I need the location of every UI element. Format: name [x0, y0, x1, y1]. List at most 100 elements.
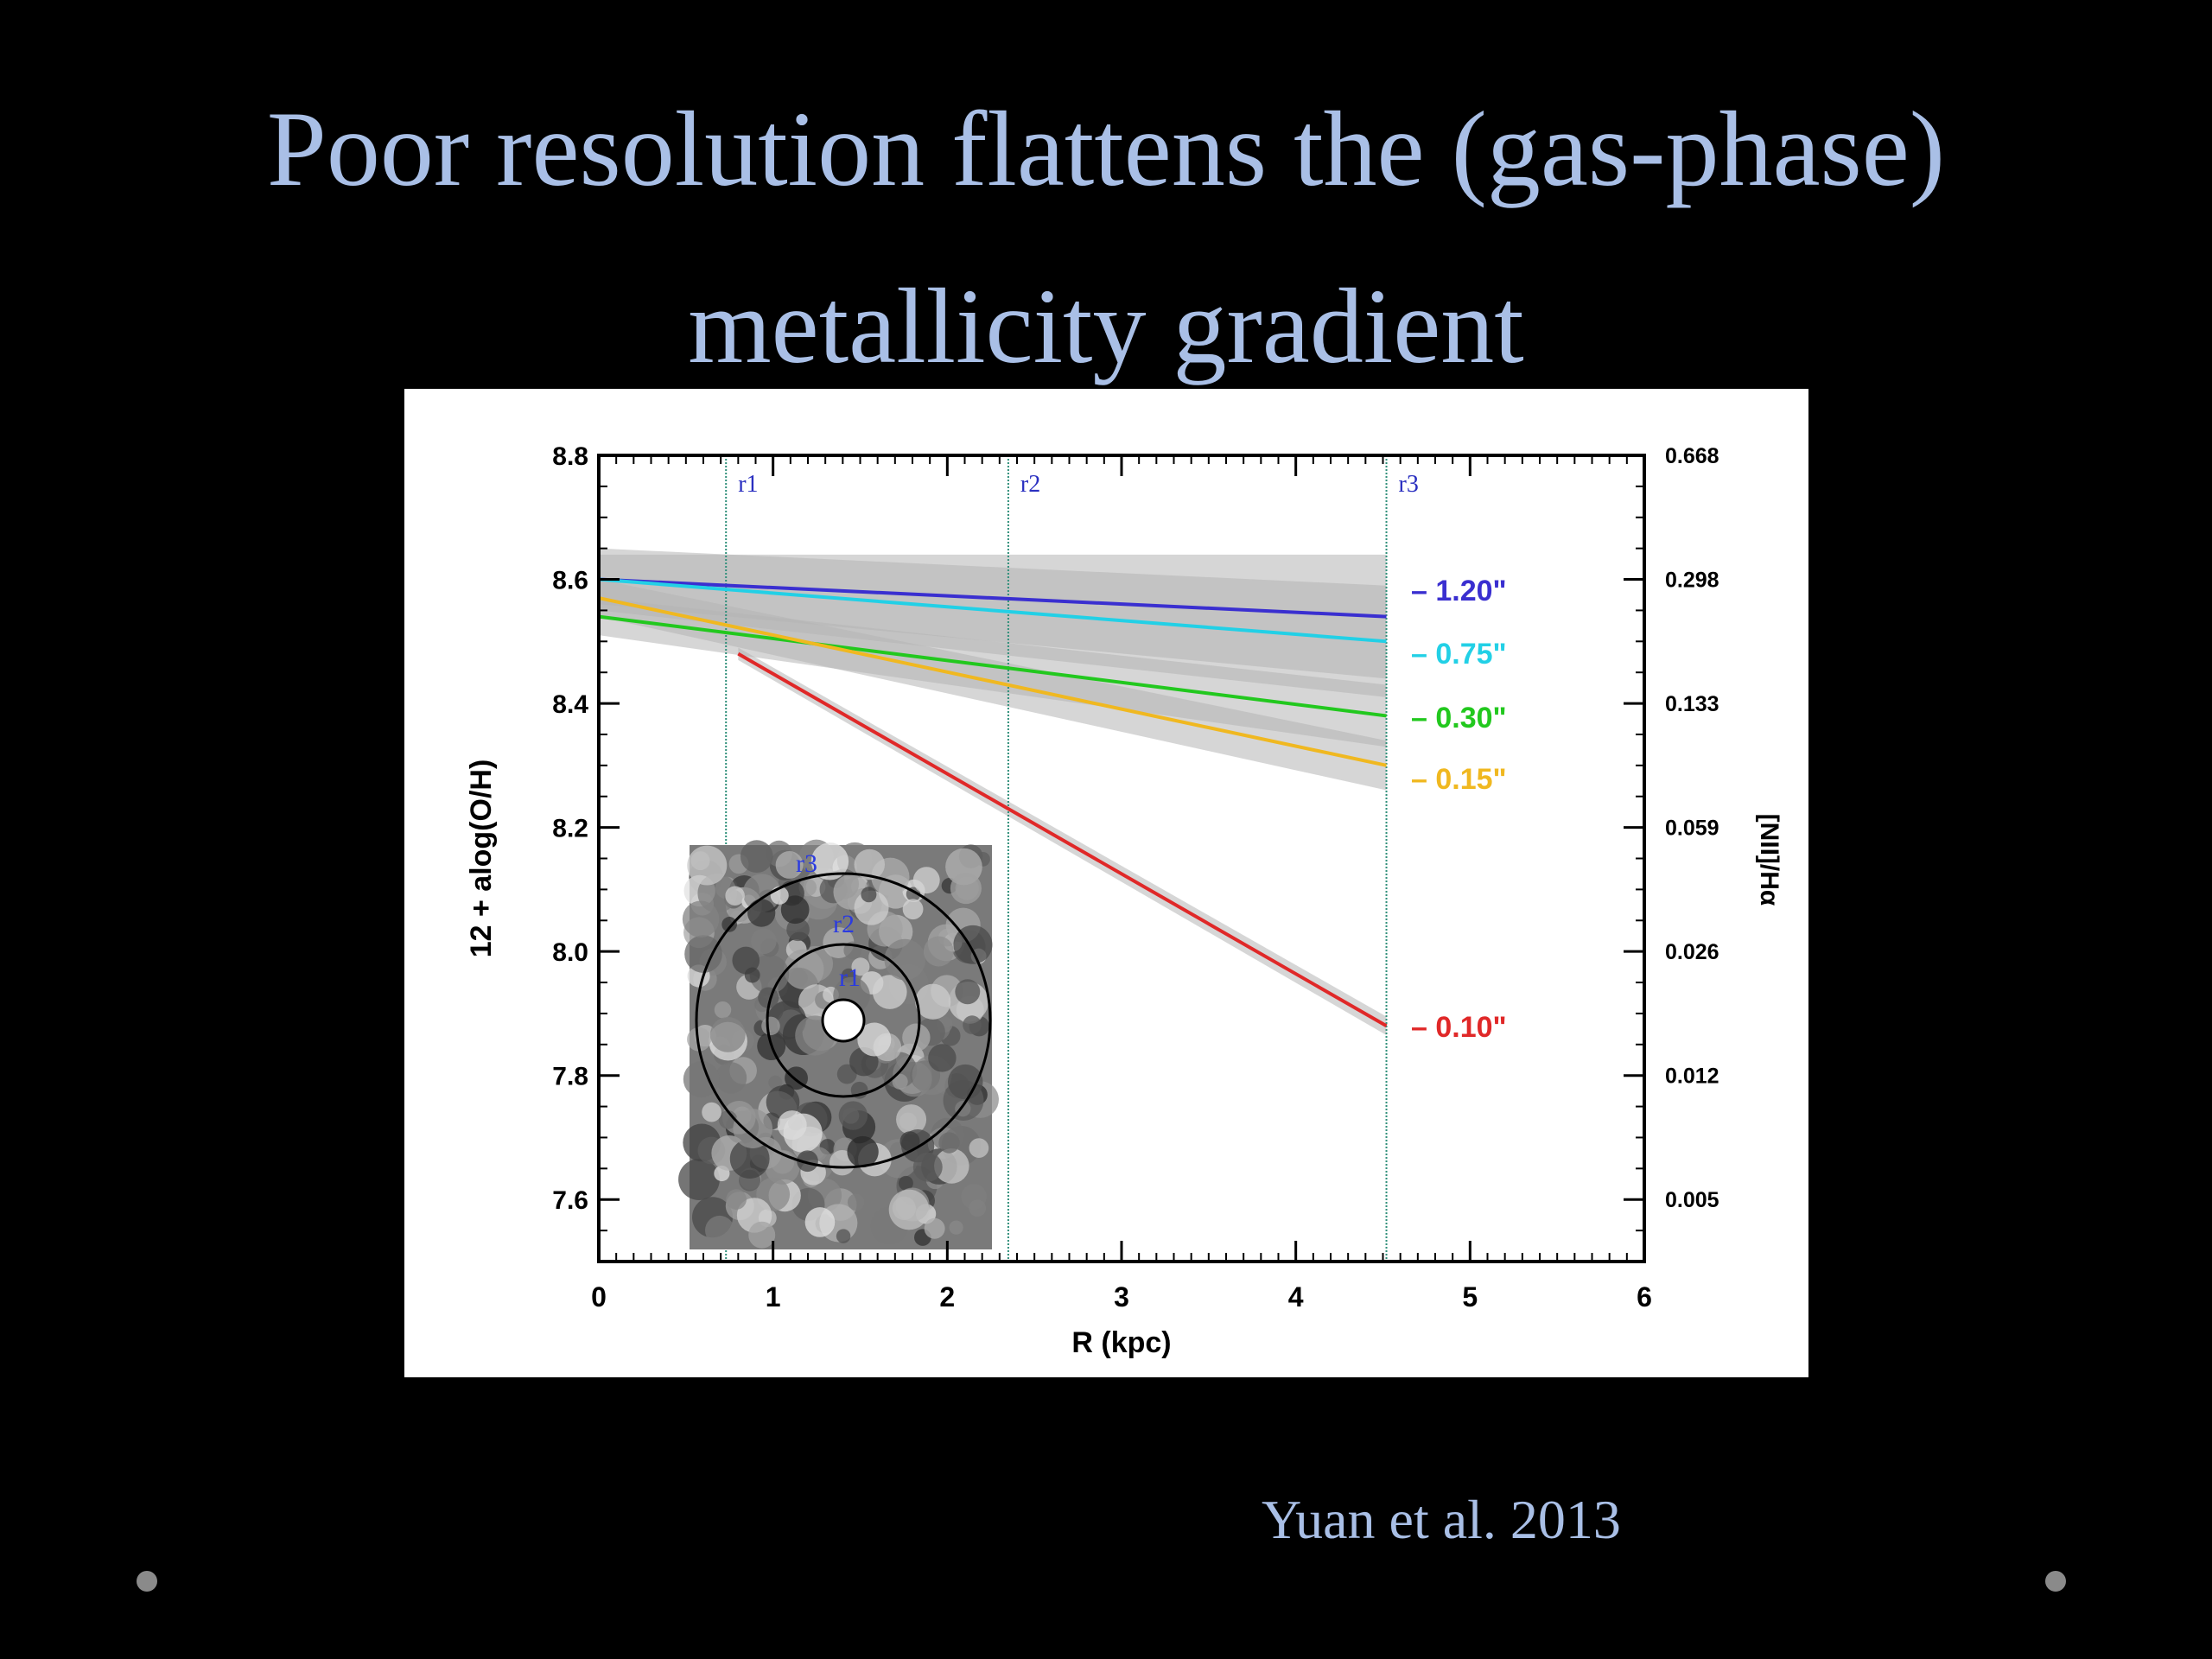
y-tick-label: 8.2: [552, 815, 588, 843]
inset-texture-blob: [928, 1044, 957, 1072]
inset-texture-blob: [740, 840, 773, 874]
inset-texture-blob: [899, 1112, 918, 1130]
inset-texture-blob: [955, 979, 981, 1005]
inset-texture-blob: [969, 1199, 987, 1217]
inset-ring-0: [695, 872, 992, 1169]
inset-texture-blob: [884, 938, 926, 981]
legend-entry-0: – 1.20": [1411, 575, 1507, 607]
inset-texture-blob: [729, 1139, 770, 1179]
inset-label-r3: r3: [796, 849, 817, 878]
y2-tick-label: 0.133: [1665, 692, 1719, 716]
inset-texture-blob: [854, 849, 886, 880]
uncertainty-band-3: [599, 579, 1387, 791]
y2-tick-label: 0.298: [1665, 569, 1719, 593]
inset-texture-blob: [780, 895, 810, 925]
inset-texture-blob: [912, 1152, 943, 1182]
x-tick-label: 6: [1637, 1281, 1652, 1313]
inset-texture-blob: [777, 1110, 807, 1141]
x-tick-label: 0: [591, 1281, 607, 1313]
series-line-1: [598, 577, 1387, 644]
series-line-2: [598, 614, 1387, 718]
inset-texture-blob: [687, 1027, 711, 1052]
series-line-3: [598, 596, 1387, 767]
legend-entry-4: – 0.10": [1411, 1011, 1507, 1044]
inset-texture-blob: [898, 1175, 913, 1191]
inset-label-r2: r2: [833, 910, 855, 938]
inset-texture-blob: [899, 1131, 920, 1152]
y2-tick-label: 0.026: [1665, 940, 1719, 964]
inset-texture-blob: [714, 1001, 732, 1019]
radius-marker-label-r1: r1: [738, 471, 758, 498]
y-axis-label: 12 + alog(O/H): [465, 760, 498, 958]
x-tick-label: 3: [1114, 1281, 1129, 1313]
inset-texture-blob: [702, 1102, 721, 1122]
legend-entry-1: – 0.75": [1411, 638, 1507, 671]
inset-texture-blob: [949, 1220, 963, 1235]
y2-tick-label: 0.005: [1665, 1188, 1719, 1212]
inset-label-r1: r1: [839, 963, 861, 992]
inset-texture-blob: [775, 851, 804, 879]
inset-ring-1: [766, 943, 921, 1098]
legend-entry-3: – 0.15": [1411, 763, 1507, 796]
inset-texture-blob: [857, 1022, 892, 1057]
y2-tick-label: 0.012: [1665, 1065, 1719, 1089]
inset-texture-blob: [784, 949, 824, 990]
inset-texture-blob: [912, 867, 940, 894]
y-tick-label: 8.0: [552, 938, 588, 967]
inset-texture-blob: [810, 842, 849, 880]
citation: Yuan et al. 2013: [1262, 1489, 1621, 1550]
inset-texture-blob: [715, 1062, 747, 1094]
inset-texture-blob: [888, 1189, 930, 1230]
inset-texture-blob: [902, 899, 924, 920]
slide-bullet-dot-right: [2045, 1571, 2066, 1592]
inset-texture-blob: [923, 936, 954, 967]
inset-texture-blob: [705, 1215, 734, 1245]
inset-texture-blob: [797, 1150, 818, 1173]
series-line-0: [598, 577, 1387, 619]
legend-entry-2: – 0.30": [1411, 702, 1507, 734]
inset-texture-blob: [915, 983, 951, 1020]
radius-marker-label-r3: r3: [1399, 471, 1419, 498]
inset-texture-blob: [682, 900, 720, 938]
slide-bullet-dot-left: [137, 1571, 157, 1592]
x-axis-label: R (kpc): [1071, 1326, 1171, 1359]
inset-texture-blob: [733, 1109, 772, 1148]
radius-marker-label-r2: r2: [1020, 471, 1040, 498]
inset-texture-blob: [721, 917, 737, 932]
uncertainty-band-1: [599, 548, 1387, 697]
series-line-4: [737, 652, 1388, 1028]
x-tick-label: 2: [939, 1281, 955, 1313]
inset-texture-blob: [749, 954, 790, 995]
inset-texture-blob: [950, 873, 982, 905]
inset-texture-blob: [718, 1110, 738, 1129]
y-tick-label: 8.4: [552, 690, 588, 719]
inset-texture-blob: [892, 1073, 908, 1090]
x-tick-label: 5: [1462, 1281, 1478, 1313]
inset-texture-blob: [851, 957, 870, 976]
slide-title: Poor resolution flattens the (gas-phase)…: [0, 60, 2212, 415]
inset-texture-blob: [732, 946, 760, 975]
inset-texture-blob: [963, 1015, 982, 1034]
inset-texture-blob: [744, 967, 760, 983]
inset-texture-blob: [847, 1193, 865, 1211]
inset-texture-blob: [836, 1229, 851, 1243]
inset-texture-blob: [924, 1217, 945, 1239]
inset-texture-blob: [969, 1138, 989, 1158]
inset-texture-blob: [726, 1189, 747, 1210]
inset-texture-blob: [947, 1064, 983, 1100]
inset-texture-blob: [838, 1101, 868, 1130]
y-tick-label: 8.6: [552, 567, 588, 595]
inset-texture-blob: [678, 1159, 720, 1200]
inset-center-disk: [821, 998, 866, 1043]
inset-texture-blob: [786, 918, 810, 942]
title-line-2: metallicity gradient: [688, 267, 1524, 385]
inset-texture-blob: [683, 1061, 720, 1098]
inset-texture-blob: [687, 845, 728, 886]
inset-texture-blob: [938, 1132, 960, 1154]
inset-texture-blob: [861, 887, 877, 903]
inset-texture-blob: [684, 935, 722, 973]
inset-texture-blob: [751, 928, 777, 955]
inset-texture-blob: [761, 1016, 780, 1036]
y-tick-label: 7.6: [552, 1186, 588, 1215]
inset-texture-blob: [748, 1221, 776, 1249]
